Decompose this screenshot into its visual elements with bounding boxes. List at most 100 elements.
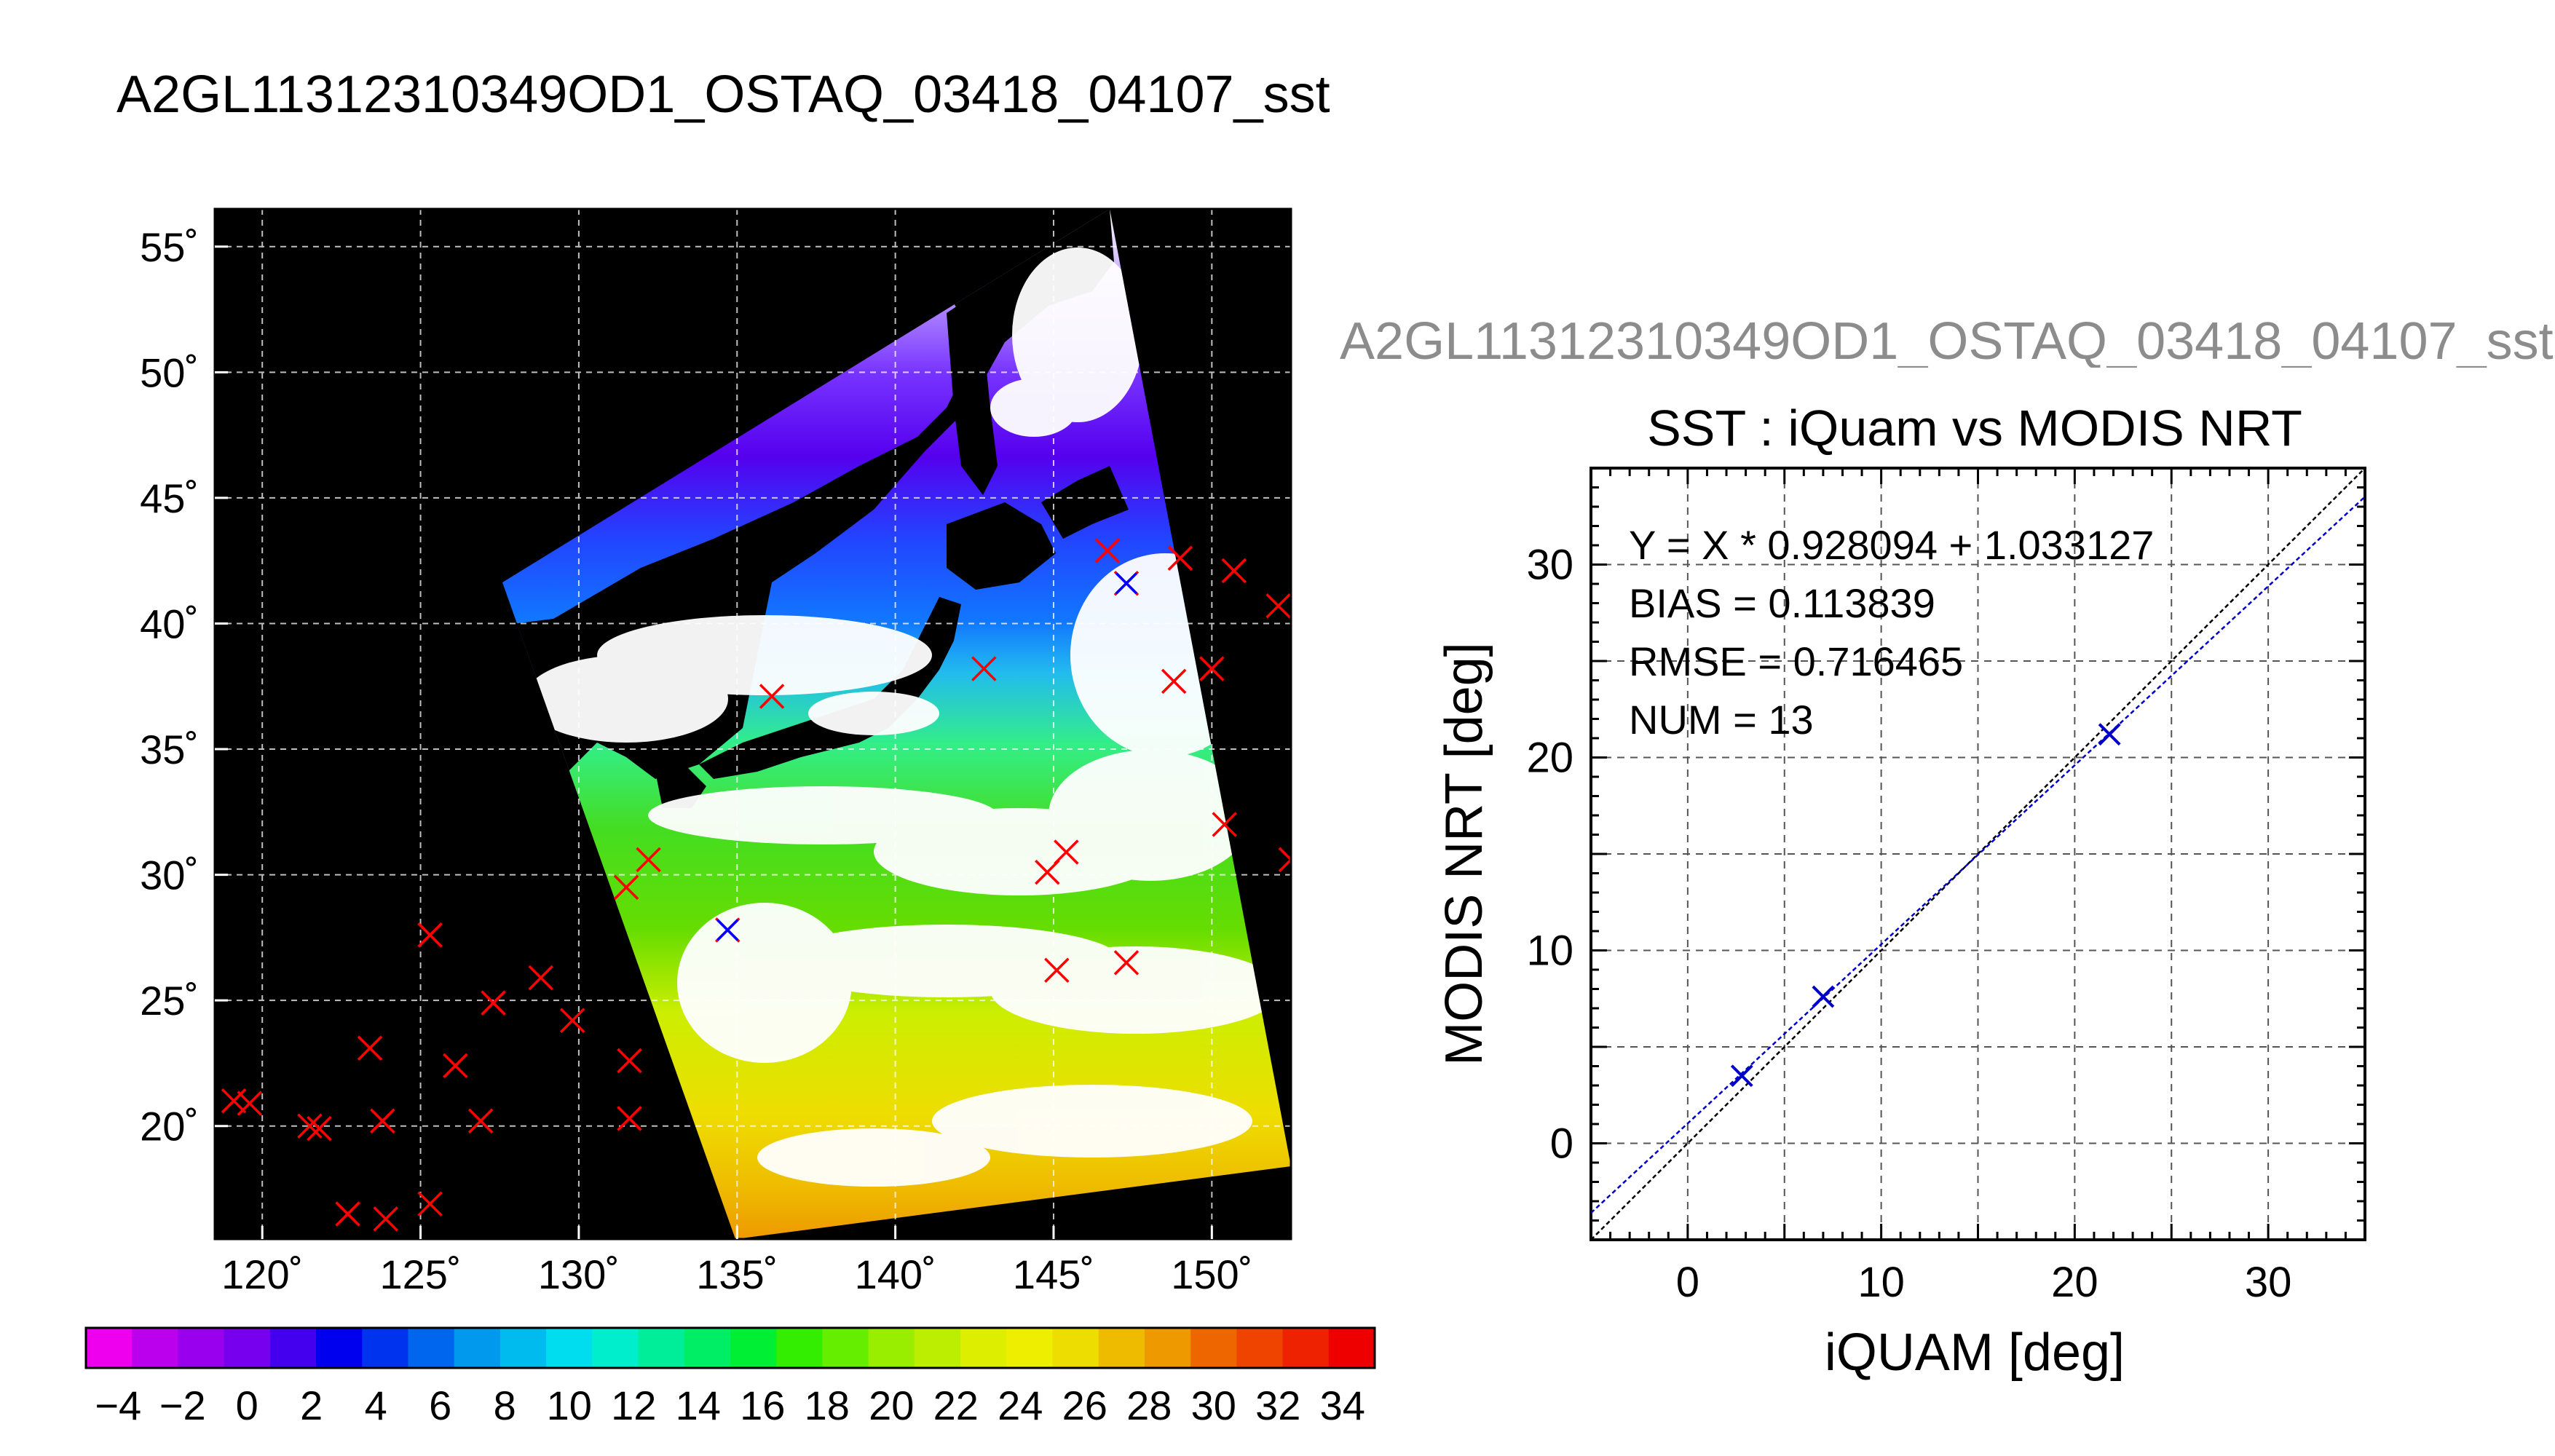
buoy-marker xyxy=(237,1091,263,1116)
map-lat-tick-label: 20˚ xyxy=(140,1104,199,1150)
sst-map: 120˚ 125˚ 130˚ 135˚ 140˚ 145˚ 150˚ 20˚ 25˚ 30˚ 35˚… xyxy=(140,207,1292,1297)
buoy-marker xyxy=(559,1008,585,1033)
colorbar-cell xyxy=(1328,1328,1375,1368)
matched-marker xyxy=(716,919,739,941)
colorbar-tick-label: 12 xyxy=(611,1382,656,1428)
colorbar-tick-label: 34 xyxy=(1320,1382,1365,1428)
colorbar-tick-label: 10 xyxy=(547,1382,592,1428)
scatter-y-tick-label: 30 xyxy=(1526,542,1573,589)
buoy-marker xyxy=(1094,538,1121,563)
buoy-marker xyxy=(417,1191,443,1216)
colorbar-cell xyxy=(362,1328,409,1368)
colorbar-cell xyxy=(224,1328,271,1368)
colorbar-cell xyxy=(1190,1328,1238,1368)
colorbar-cell xyxy=(1144,1328,1191,1368)
buoy-marker xyxy=(481,990,506,1016)
colorbar-tick-label: 30 xyxy=(1191,1382,1236,1428)
map-lon-tick-label: 135˚ xyxy=(696,1251,778,1297)
colorbar-cell xyxy=(316,1328,363,1368)
colorbar-tick-label: 24 xyxy=(998,1382,1043,1428)
scatter-x-tick-label: 0 xyxy=(1676,1259,1699,1306)
map-lat-tick-label: 55˚ xyxy=(140,224,199,270)
map-lon-tick-label: 130˚ xyxy=(538,1251,620,1297)
land-honshu xyxy=(699,597,961,779)
scatter-y-tick-label: 0 xyxy=(1550,1120,1573,1168)
buoy-marker xyxy=(1044,957,1070,983)
buoy-marker xyxy=(1054,839,1079,865)
buoy-marker xyxy=(617,1106,642,1131)
colorbar-tick-label: 14 xyxy=(676,1382,721,1428)
colorbar-cell xyxy=(1282,1328,1330,1368)
colorbar-tick-label: 16 xyxy=(740,1382,785,1428)
map-lon-tick-label: 125˚ xyxy=(380,1251,462,1297)
colorbar-cell xyxy=(1006,1328,1054,1368)
buoy-marker xyxy=(443,1053,468,1079)
colorbar-cell xyxy=(269,1328,317,1368)
stats-bias: BIAS = 0.113839 xyxy=(1629,580,1935,626)
buoy-markers xyxy=(221,538,1291,1232)
colorbar-cell xyxy=(1052,1328,1099,1368)
map-lat-tick-label: 30˚ xyxy=(140,852,199,898)
colorbar-cell xyxy=(914,1328,961,1368)
colorbar-tick-label: 2 xyxy=(300,1382,323,1428)
scatter-y-tick-label: 10 xyxy=(1526,927,1573,975)
buoy-marker xyxy=(221,1088,247,1114)
buoy-marker xyxy=(1035,859,1060,885)
colorbar-cell xyxy=(86,1328,133,1368)
colorbar-cell xyxy=(592,1328,639,1368)
buoy-marker xyxy=(1161,668,1187,695)
colorbar-cell xyxy=(499,1328,547,1368)
colorbar-frame xyxy=(84,1326,1376,1369)
scatter-point xyxy=(1730,1064,1753,1088)
colorbar-cell xyxy=(132,1328,179,1368)
page-title: A2GL11312310349OD1_OSTAQ_03418_04107_sst xyxy=(117,66,1330,124)
scatter-axis-ticks: 0 10 20 30 0 10 20 30 xyxy=(1526,467,2366,1306)
colorbar-tick-label: 0 xyxy=(236,1382,258,1428)
buoy-marker xyxy=(636,847,661,873)
colorbar-cell xyxy=(960,1328,1008,1368)
map-axis-ticks: 120˚ 125˚ 130˚ 135˚ 140˚ 145˚ 150˚ 20˚ 25˚ 30˚ 35˚… xyxy=(140,224,1252,1297)
colorbar-cell xyxy=(1236,1328,1284,1368)
colorbar-cell xyxy=(546,1328,593,1368)
scatter-gridlines xyxy=(1591,468,2365,1240)
buoy-marker xyxy=(1199,656,1225,681)
buoy-marker xyxy=(613,874,639,901)
colorbar-cell xyxy=(776,1328,824,1368)
colorbar-cell xyxy=(638,1328,685,1368)
colorbar-tick-label: 28 xyxy=(1126,1382,1172,1428)
scatter-point xyxy=(1812,985,1835,1008)
stats-block: Y = X * 0.928094 + 1.033127 BIAS = 0.113… xyxy=(1629,522,2154,743)
scatter-x-tick-label: 20 xyxy=(2051,1259,2098,1306)
buoy-marker xyxy=(1265,593,1291,619)
scatter-y-tick-label: 20 xyxy=(1526,735,1573,782)
colorbar-cell xyxy=(868,1328,915,1368)
colorbar-cells xyxy=(86,1328,1375,1368)
fit-line xyxy=(1591,496,2365,1214)
map-lat-tick-label: 35˚ xyxy=(140,727,199,772)
colorbar-cell xyxy=(684,1328,731,1368)
buoy-marker xyxy=(370,1108,395,1134)
colorbar-tick-label: 22 xyxy=(933,1382,979,1428)
map-lat-tick-label: 50˚ xyxy=(140,349,199,395)
map-lon-tick-label: 120˚ xyxy=(221,1251,303,1297)
colorbar-cell xyxy=(1098,1328,1145,1368)
scatter-plot: SST : iQuam vs MODIS NRT 0 10 20 300102030 … xyxy=(1435,400,2366,1382)
buoy-marker xyxy=(617,1048,642,1074)
buoy-marker xyxy=(1167,545,1193,571)
map-lat-tick-label: 45˚ xyxy=(140,475,199,521)
stats-num: NUM = 13 xyxy=(1629,697,1814,743)
land-sakhalin xyxy=(947,298,998,495)
buoy-marker xyxy=(373,1206,398,1232)
matched-marker xyxy=(1115,571,1138,595)
buoy-marker xyxy=(759,684,785,709)
colorbar-tick-label: 8 xyxy=(494,1382,516,1428)
buoy-marker xyxy=(467,1108,494,1134)
colorbar-cell xyxy=(730,1328,778,1368)
cloud-cover xyxy=(524,218,1282,1187)
scatter-title: SST : iQuam vs MODIS NRT xyxy=(1647,400,2302,456)
map-frame xyxy=(213,207,1292,1241)
colorbar-ticks: −4 −2 0 2 4 6 8 10 12 14 16 18 20 22 24 26 28 30 32 34 xyxy=(95,1382,1365,1428)
map-lat-tick-label: 25˚ xyxy=(140,978,199,1024)
colorbar-cell xyxy=(822,1328,869,1368)
